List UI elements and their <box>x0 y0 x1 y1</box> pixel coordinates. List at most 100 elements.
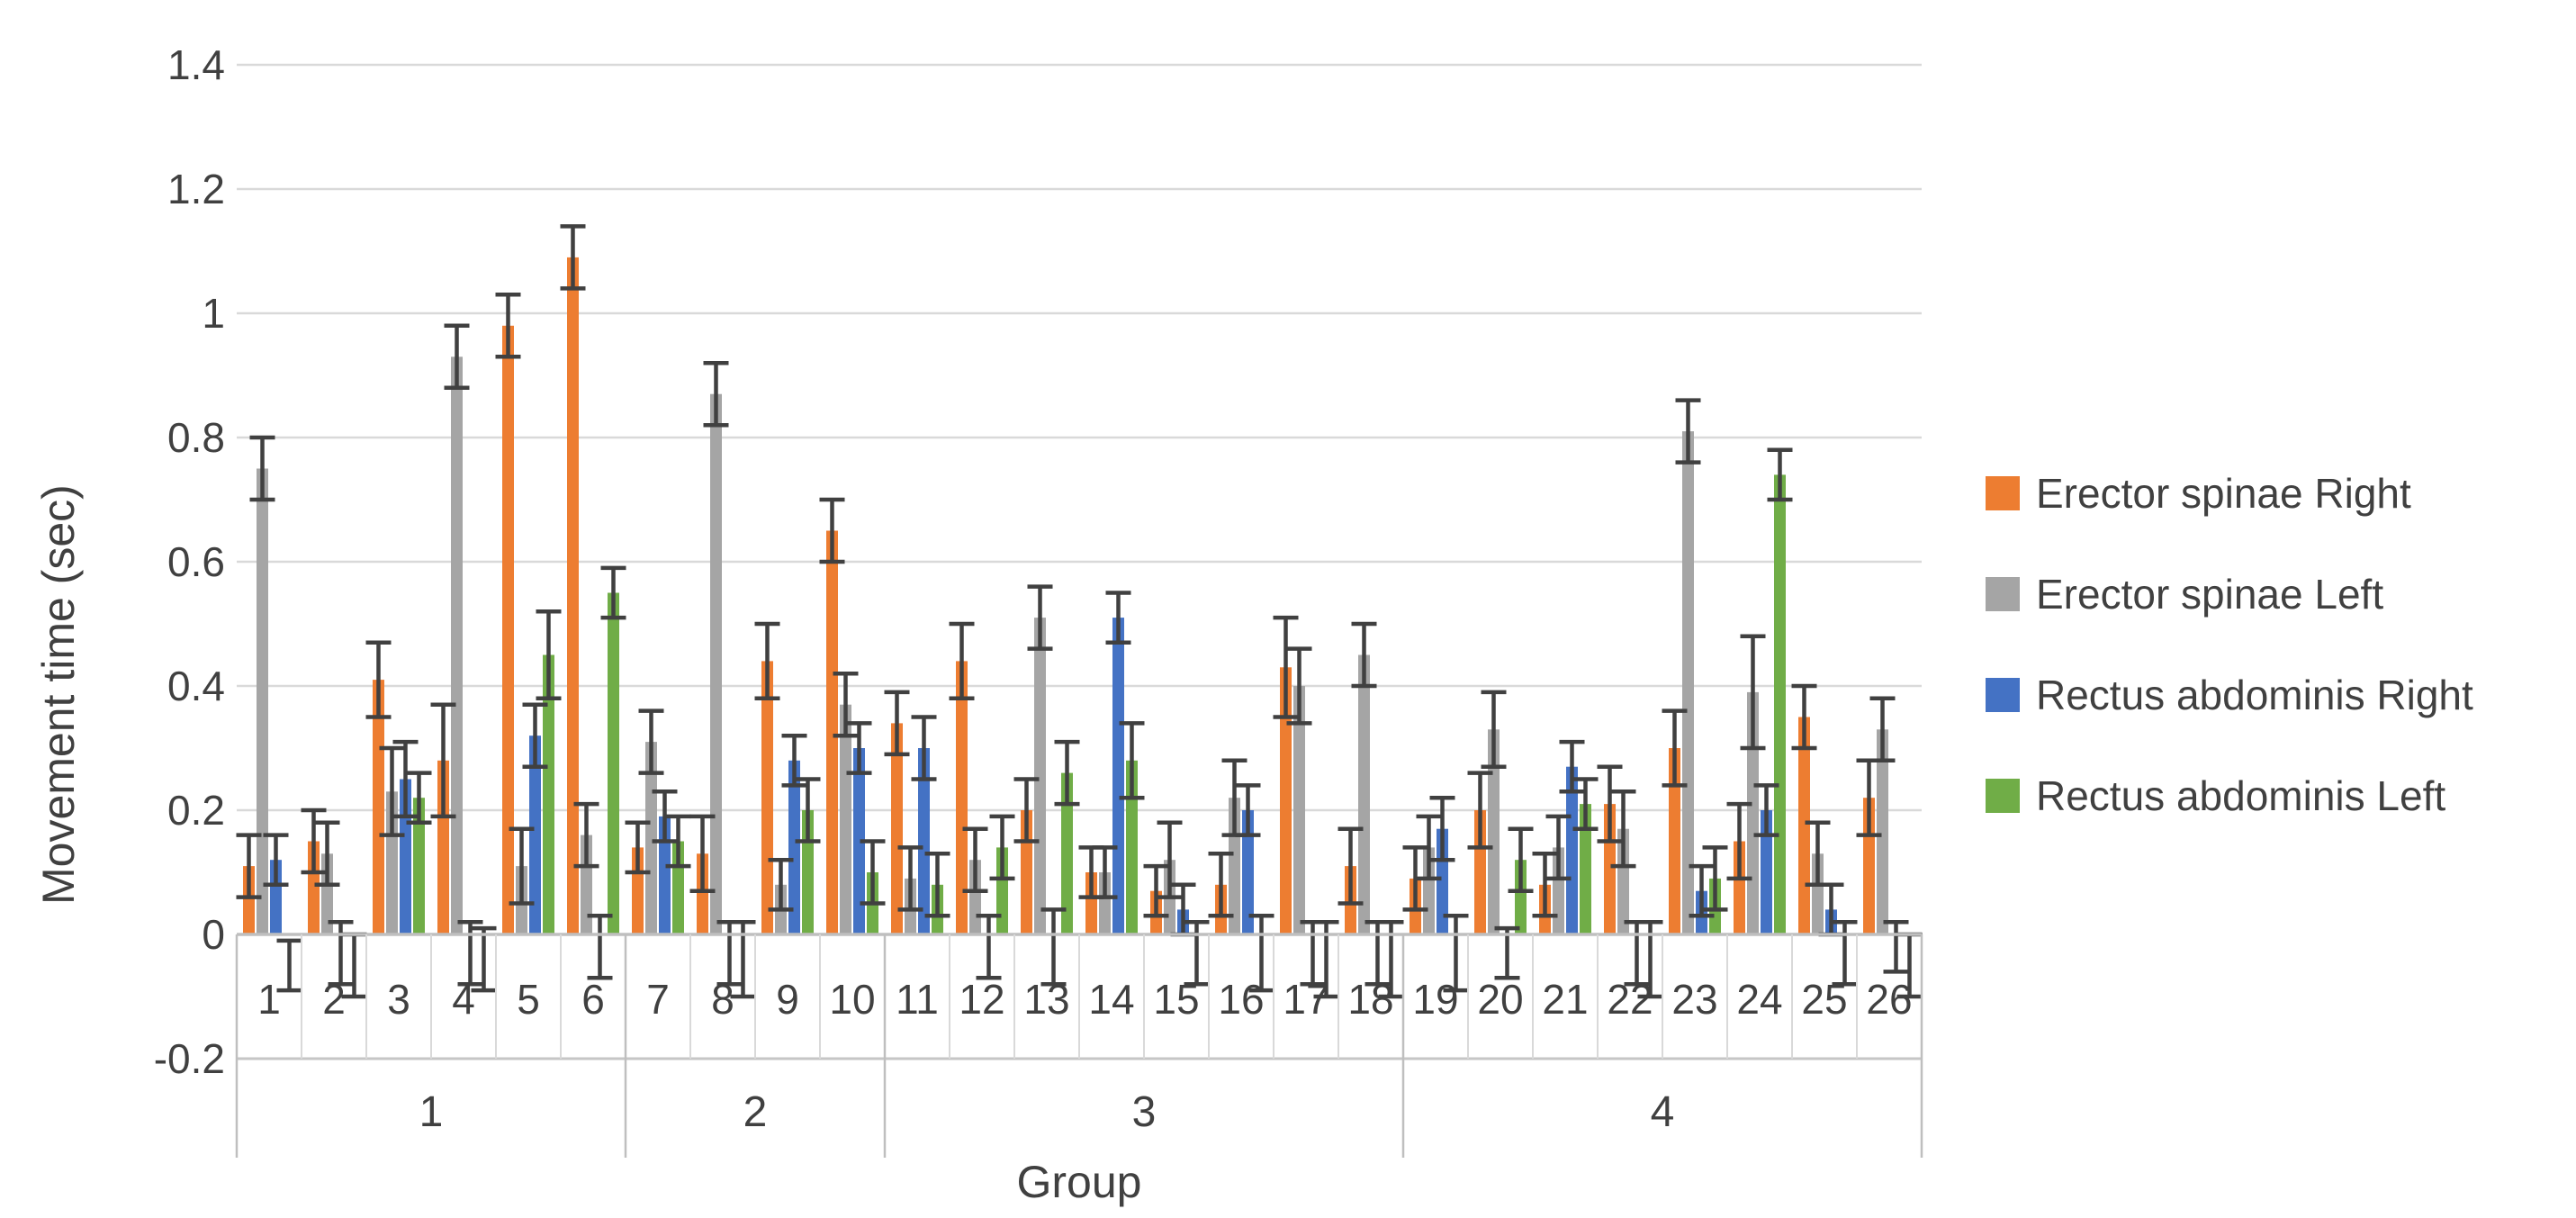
y-tick-label: 0.4 <box>167 663 225 709</box>
bar <box>1761 810 1772 934</box>
error-bar <box>1184 919 1210 987</box>
bar <box>853 748 865 934</box>
error-bar <box>236 833 262 899</box>
error-bar <box>1429 795 1455 862</box>
group-label: 3 <box>1132 1088 1157 1136</box>
error-bar <box>1040 907 1067 987</box>
legend-swatch-gray <box>1986 577 2020 611</box>
subject-label: 21 <box>1542 976 1588 1023</box>
bar <box>608 592 619 934</box>
error-bar <box>1689 863 1715 918</box>
series-1 <box>243 257 1875 934</box>
legend-label: Rectus abdominis Right <box>2036 672 2473 718</box>
error-bar <box>444 323 470 391</box>
y-tick-labels: 1.4 1.2 1 0.8 0.6 0.4 0.2 0 -0.2 <box>154 41 225 1082</box>
bar <box>918 748 930 934</box>
legend-label: Erector spinae Right <box>2036 470 2411 517</box>
error-bar <box>884 690 910 757</box>
error-bar <box>703 360 729 428</box>
error-bar <box>1532 852 1558 918</box>
legend-item: Erector spinae Left <box>1986 571 2383 618</box>
error-bar <box>1235 783 1261 837</box>
error-bar <box>430 702 456 819</box>
bar <box>1877 729 1888 934</box>
bar <box>1604 804 1616 934</box>
error-bar <box>457 919 483 987</box>
legend-swatch-blue <box>1986 678 2020 712</box>
bar <box>451 356 463 934</box>
error-bar <box>1443 914 1469 993</box>
gridlines <box>237 63 1922 812</box>
subject-label: 17 <box>1283 976 1329 1023</box>
subject-label: 18 <box>1347 976 1393 1023</box>
y-tick-label: 1.2 <box>167 166 225 212</box>
error-bar <box>665 814 691 869</box>
error-bar <box>924 852 950 918</box>
error-bar <box>689 814 716 893</box>
bar <box>1126 760 1138 934</box>
subject-label: 2 <box>322 976 346 1023</box>
error-bar <box>471 925 497 993</box>
bar <box>1280 667 1292 934</box>
bar <box>1798 717 1810 934</box>
error-bar <box>1119 721 1145 800</box>
error-bar <box>560 224 586 291</box>
error-bar <box>1027 584 1053 651</box>
legend: Erector spinae Right Erector spinae Left R… <box>1986 470 2473 819</box>
bar <box>1085 872 1097 934</box>
bar <box>1682 431 1694 935</box>
subject-label: 1 <box>257 976 281 1023</box>
error-bar <box>573 801 599 869</box>
bar <box>1617 828 1629 934</box>
error-bar <box>1740 634 1766 751</box>
y-tick-label: 1 <box>202 290 225 337</box>
bar <box>1863 798 1875 934</box>
error-bar <box>1610 789 1636 869</box>
error-bar <box>365 640 392 719</box>
error-bar <box>1883 919 1909 974</box>
y-axis-title: Movement time (sec) <box>33 484 84 905</box>
bar <box>1437 828 1448 934</box>
error-bar <box>509 826 535 906</box>
bar <box>1112 618 1124 934</box>
bar <box>761 661 773 934</box>
bar <box>710 393 722 934</box>
subject-label: 4 <box>452 976 475 1023</box>
subject-label: 19 <box>1412 976 1458 1023</box>
bar <box>1553 847 1564 934</box>
subject-label: 20 <box>1477 976 1523 1023</box>
bar-series <box>243 257 1888 935</box>
error-bar <box>587 914 613 980</box>
bar <box>1358 654 1370 934</box>
y-tick-label: -0.2 <box>154 1035 225 1082</box>
category-axis-table <box>235 933 1923 1158</box>
error-bar <box>1351 621 1377 689</box>
error-bar <box>897 845 923 912</box>
bar <box>891 723 903 934</box>
error-bar <box>638 708 664 775</box>
subject-label: 8 <box>711 976 734 1023</box>
subject-label: 16 <box>1218 976 1264 1023</box>
error-bar <box>1767 447 1793 502</box>
bar <box>1242 810 1254 934</box>
legend-label: Rectus abdominis Left <box>2036 772 2445 819</box>
bar <box>659 816 671 934</box>
bar <box>788 760 800 934</box>
error-bar <box>1157 820 1183 899</box>
group-label: 4 <box>1651 1088 1675 1136</box>
bar <box>1034 618 1046 934</box>
error-bar <box>1662 708 1688 788</box>
group-label: 2 <box>743 1088 768 1136</box>
error-bar <box>1597 764 1623 844</box>
subject-label: 7 <box>646 976 670 1023</box>
y-tick-label: 0 <box>202 911 225 958</box>
error-bar <box>860 839 886 906</box>
y-tick-label: 0.6 <box>167 538 225 585</box>
subject-label: 9 <box>776 976 799 1023</box>
bar <box>386 791 398 934</box>
error-bar <box>1869 696 1896 763</box>
error-bar <box>379 745 405 837</box>
series-2 <box>257 356 1888 935</box>
bar <box>270 860 282 934</box>
